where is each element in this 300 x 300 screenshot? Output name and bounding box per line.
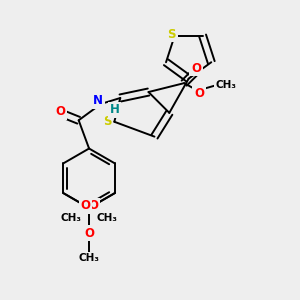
Text: O: O — [191, 62, 201, 75]
Text: O: O — [84, 227, 94, 240]
Text: S: S — [103, 115, 111, 128]
Text: N: N — [93, 94, 103, 107]
Text: CH₃: CH₃ — [61, 213, 82, 224]
Text: O: O — [56, 105, 66, 118]
Text: S: S — [167, 28, 176, 41]
Text: CH₃: CH₃ — [97, 213, 118, 224]
Text: CH₃: CH₃ — [215, 80, 236, 90]
Text: O: O — [88, 199, 98, 212]
Text: H: H — [110, 103, 119, 116]
Text: CH₃: CH₃ — [79, 254, 100, 263]
Text: O: O — [80, 199, 90, 212]
Text: O: O — [194, 87, 204, 100]
